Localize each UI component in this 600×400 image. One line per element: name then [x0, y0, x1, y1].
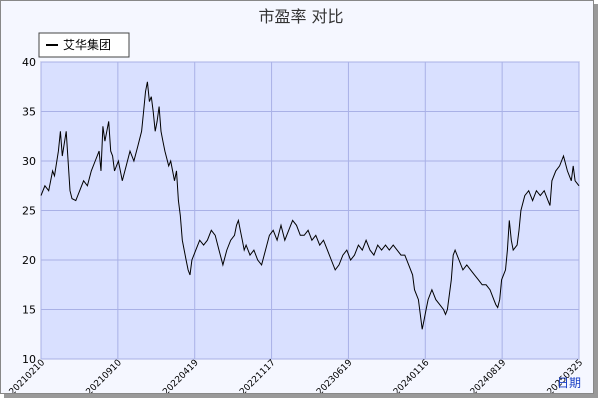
y-tick-label: 15	[22, 304, 36, 317]
y-tick-label: 40	[22, 56, 36, 69]
x-axis-label: 日期	[557, 376, 581, 390]
series-line-aihua	[40, 81, 580, 330]
legend: 艾华集团	[38, 32, 130, 58]
x-tick-label: 20210910	[85, 358, 125, 393]
grid-lines	[40, 61, 580, 360]
x-tick-label: 20240116	[392, 358, 432, 393]
y-tick-label: 35	[22, 106, 36, 119]
x-axis-ticks: 20210210 20210910 20220419 20221117 20230619…	[8, 358, 585, 393]
y-axis-ticks: 10 15 20 25 30 35 40	[22, 56, 36, 366]
legend-label: 艾华集团	[63, 37, 111, 52]
x-tick-label: 20220419	[161, 358, 201, 393]
y-tick-label: 10	[22, 353, 36, 366]
chart-frame: 10 15 20 25 30 35 40 20210210 20210910 20220419 2…	[0, 0, 594, 394]
y-tick-label: 20	[22, 254, 36, 267]
y-tick-label: 30	[22, 155, 36, 168]
x-tick-label: 20240819	[469, 358, 509, 393]
y-tick-label: 25	[22, 205, 36, 218]
chart-title: 市盈率 对比	[258, 7, 343, 26]
x-tick-label: 20221117	[238, 358, 277, 393]
series-lines	[40, 81, 580, 330]
x-tick-label: 20230619	[315, 358, 355, 393]
